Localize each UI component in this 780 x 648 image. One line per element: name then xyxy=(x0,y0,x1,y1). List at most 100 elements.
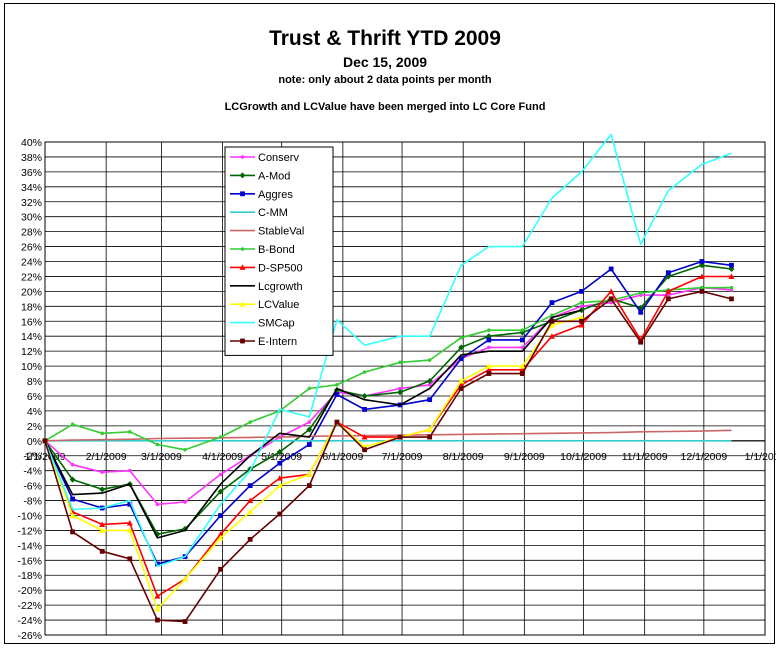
data-point xyxy=(128,468,132,473)
data-point xyxy=(217,534,224,541)
data-point xyxy=(398,386,402,391)
data-point xyxy=(486,337,492,343)
data-point xyxy=(550,313,554,318)
data-point xyxy=(579,318,584,324)
data-point xyxy=(579,300,584,305)
data-point xyxy=(638,291,643,295)
data-point xyxy=(239,301,246,307)
data-point xyxy=(729,296,734,302)
data-point xyxy=(248,420,252,424)
data-point xyxy=(240,338,245,344)
data-point xyxy=(729,285,734,290)
series-line xyxy=(44,290,732,623)
series-lcvalue xyxy=(42,314,585,612)
legend-item: A-Mod xyxy=(230,170,290,182)
data-point xyxy=(487,345,491,350)
y-tick-label: 2% xyxy=(27,421,42,433)
y-tick-label: -22% xyxy=(17,600,42,612)
y-tick-label: 28% xyxy=(21,227,42,239)
data-point xyxy=(578,322,585,328)
data-point xyxy=(277,511,283,517)
series-line xyxy=(44,429,732,442)
y-axis: 40% 38% 36% 34% 32% 30% 28% 26% 24% 22% 20% 18% 16% 1… xyxy=(17,137,42,642)
data-point xyxy=(427,434,433,440)
legend-box xyxy=(224,146,334,356)
y-tick-label: 22% xyxy=(21,271,42,283)
data-point xyxy=(306,426,313,433)
y-tick-label: 18% xyxy=(21,301,42,313)
data-point xyxy=(485,363,492,369)
chart-title: Trust & Thrift YTD 2009 xyxy=(269,27,501,50)
series-lines xyxy=(42,133,735,624)
data-point xyxy=(458,381,465,388)
legend-item: E-Intern xyxy=(230,336,297,348)
series-stableval xyxy=(44,429,732,442)
y-tick-label: 26% xyxy=(21,242,42,254)
data-point xyxy=(127,556,133,562)
data-point xyxy=(698,273,705,279)
y-tick-label: 0% xyxy=(27,436,42,448)
y-tick-label: -14% xyxy=(17,540,42,552)
legend-item: Lcgrowth xyxy=(230,281,303,293)
y-tick-label: 8% xyxy=(27,376,42,388)
data-point xyxy=(728,273,735,279)
legend-item: C-MM xyxy=(230,207,288,219)
data-point xyxy=(239,264,246,270)
data-point xyxy=(398,360,402,365)
y-tick-label: 30% xyxy=(21,212,42,224)
data-point xyxy=(99,521,106,527)
data-point xyxy=(276,448,283,455)
series-e-intern xyxy=(42,288,734,624)
chart-note-1: note: only about 2 data points per month xyxy=(278,74,492,86)
data-point xyxy=(520,345,525,350)
y-tick-label: 24% xyxy=(21,257,42,269)
x-tick-label: 5/1/2009 xyxy=(261,451,302,463)
data-point xyxy=(182,619,188,624)
legend-item: B-Bond xyxy=(230,244,295,256)
data-point xyxy=(427,397,433,403)
data-point xyxy=(608,296,614,302)
data-point xyxy=(335,382,339,387)
data-point xyxy=(729,262,734,268)
y-tick-label: 4% xyxy=(27,406,42,418)
data-point xyxy=(276,475,283,481)
data-point xyxy=(579,304,584,309)
data-point xyxy=(334,419,340,425)
x-tick-label: 11/1/2009 xyxy=(622,451,668,463)
y-tick-label: 6% xyxy=(27,391,42,403)
data-point xyxy=(218,472,223,477)
data-point xyxy=(183,500,187,504)
y-tick-label: -18% xyxy=(17,570,42,582)
data-point xyxy=(458,386,464,391)
legend-label: Conserv xyxy=(258,152,299,164)
legend-label: LCValue xyxy=(258,299,299,311)
data-point xyxy=(458,356,464,362)
data-point xyxy=(306,483,312,489)
data-point xyxy=(578,307,585,314)
data-point xyxy=(276,482,283,489)
data-point xyxy=(397,389,404,396)
data-point xyxy=(128,430,132,434)
data-point xyxy=(306,471,313,477)
data-point xyxy=(247,483,253,489)
data-point xyxy=(99,486,106,493)
data-point xyxy=(307,386,312,391)
data-point xyxy=(155,442,160,447)
data-point xyxy=(458,378,465,384)
x-tick-label: 3/1/2009 xyxy=(141,451,182,463)
y-tick-label: -24% xyxy=(17,615,42,627)
data-point xyxy=(426,426,433,433)
data-point xyxy=(519,371,525,376)
legend-item: Aggres xyxy=(230,189,293,201)
legend-label: C-MM xyxy=(258,207,288,219)
y-tick-label: -4% xyxy=(23,466,42,478)
data-point xyxy=(548,333,555,339)
x-tick-label: 7/1/2009 xyxy=(382,451,423,463)
data-point xyxy=(154,593,161,599)
legend-label: StableVal xyxy=(258,226,304,238)
data-point xyxy=(638,339,644,345)
legend-label: SMCap xyxy=(258,318,295,330)
x-tick-label: 2/1/2009 xyxy=(86,451,127,463)
data-point xyxy=(100,431,105,436)
legend-item: StableVal xyxy=(230,226,304,238)
